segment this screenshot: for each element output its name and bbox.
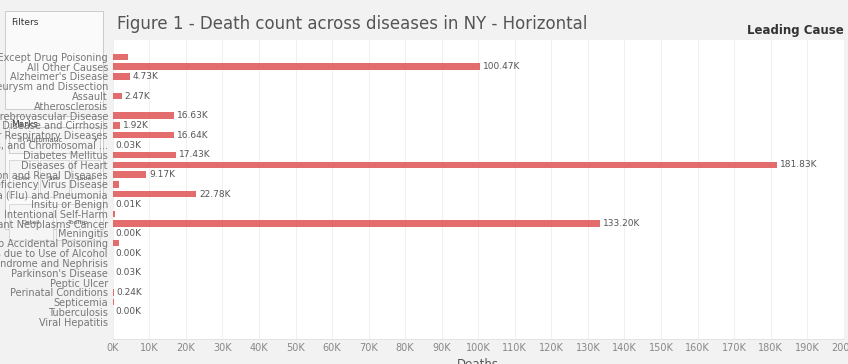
Bar xyxy=(113,93,122,99)
Text: 2.47K: 2.47K xyxy=(125,92,150,100)
Text: ▾: ▾ xyxy=(94,137,98,143)
FancyBboxPatch shape xyxy=(8,204,53,240)
Bar xyxy=(113,54,128,60)
Text: Leading Cause: Leading Cause xyxy=(747,24,844,37)
Text: Size: Size xyxy=(47,176,61,181)
Bar xyxy=(113,181,120,187)
Bar xyxy=(113,171,147,178)
Text: ıl  Automatic: ıl Automatic xyxy=(19,137,63,143)
Bar xyxy=(113,152,176,158)
Text: 22.78K: 22.78K xyxy=(199,190,231,199)
Text: 0.00K: 0.00K xyxy=(115,249,142,258)
Text: 0.03K: 0.03K xyxy=(116,268,142,277)
Text: 4.73K: 4.73K xyxy=(133,72,159,81)
FancyBboxPatch shape xyxy=(5,116,103,229)
FancyBboxPatch shape xyxy=(5,11,103,109)
Text: 0.00K: 0.00K xyxy=(115,229,142,238)
FancyBboxPatch shape xyxy=(40,160,69,197)
Text: 100.47K: 100.47K xyxy=(483,62,521,71)
Bar xyxy=(113,63,480,70)
Text: 0.24K: 0.24K xyxy=(116,288,142,297)
Bar xyxy=(113,132,174,138)
Bar xyxy=(113,240,120,246)
Text: 133.20K: 133.20K xyxy=(603,219,640,228)
Bar xyxy=(113,112,174,119)
Text: Figure 1 - Death count across diseases in NY - Horizontal: Figure 1 - Death count across diseases i… xyxy=(117,15,588,32)
Text: 0.01K: 0.01K xyxy=(115,199,142,209)
Text: Detail: Detail xyxy=(21,219,40,225)
X-axis label: Deaths: Deaths xyxy=(457,357,499,364)
Bar xyxy=(113,191,196,197)
Text: 1.92K: 1.92K xyxy=(123,121,148,130)
Bar xyxy=(113,289,114,296)
Bar xyxy=(113,211,114,217)
FancyBboxPatch shape xyxy=(8,160,38,197)
Text: Color: Color xyxy=(15,176,31,181)
Text: 0.03K: 0.03K xyxy=(116,141,142,150)
Text: Tooltip: Tooltip xyxy=(68,219,88,225)
Text: Filters: Filters xyxy=(11,18,38,27)
Text: 16.64K: 16.64K xyxy=(176,131,208,140)
Bar xyxy=(113,299,114,305)
Text: Marks: Marks xyxy=(11,120,37,129)
FancyBboxPatch shape xyxy=(56,204,100,240)
Bar xyxy=(113,221,600,227)
Text: Label: Label xyxy=(76,176,94,181)
Text: 16.63K: 16.63K xyxy=(176,111,209,120)
Text: 181.83K: 181.83K xyxy=(780,160,817,169)
FancyBboxPatch shape xyxy=(8,127,100,153)
Text: 0.00K: 0.00K xyxy=(115,308,142,316)
Bar xyxy=(113,162,778,168)
Bar xyxy=(113,122,120,129)
FancyBboxPatch shape xyxy=(70,160,100,197)
Text: 17.43K: 17.43K xyxy=(180,150,211,159)
Bar xyxy=(113,73,130,80)
Text: 9.17K: 9.17K xyxy=(149,170,176,179)
